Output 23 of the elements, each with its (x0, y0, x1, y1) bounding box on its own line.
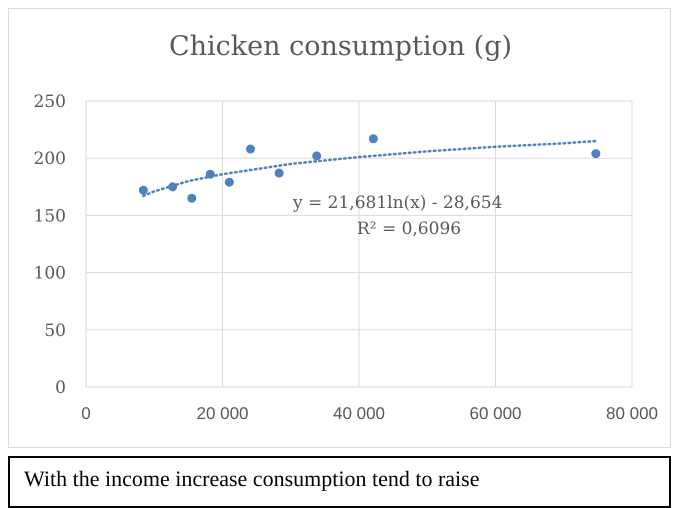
point (224, 178, 234, 187)
chart-title: Chicken consumption (g) (168, 31, 514, 62)
point (187, 194, 196, 203)
point (138, 186, 148, 195)
x-tick-label: 20 000 (196, 404, 248, 424)
y-tick-label: 0 (55, 378, 66, 398)
x-tick-label: 0 (81, 404, 91, 424)
annotation: y = 21,681ln(x) - 28,654 (292, 193, 504, 213)
annotation: R² = 0,6096 (356, 219, 462, 239)
y-tick-label: 200 (34, 149, 66, 170)
x-tick-label: 60 000 (470, 404, 522, 424)
point (368, 134, 378, 144)
text: With the income increase consumption tend to raise (8, 456, 671, 508)
point (312, 151, 322, 160)
y-tick-label: 250 (34, 92, 66, 112)
x-tick-label: 40 000 (333, 404, 385, 424)
y-tick-label: 50 (44, 320, 66, 341)
y-tick-label: 150 (34, 206, 66, 226)
y-tick-label: 100 (34, 264, 66, 284)
point (246, 144, 255, 154)
point (591, 149, 600, 158)
point (274, 168, 284, 178)
x-tick-label: 80 000 (606, 404, 658, 424)
